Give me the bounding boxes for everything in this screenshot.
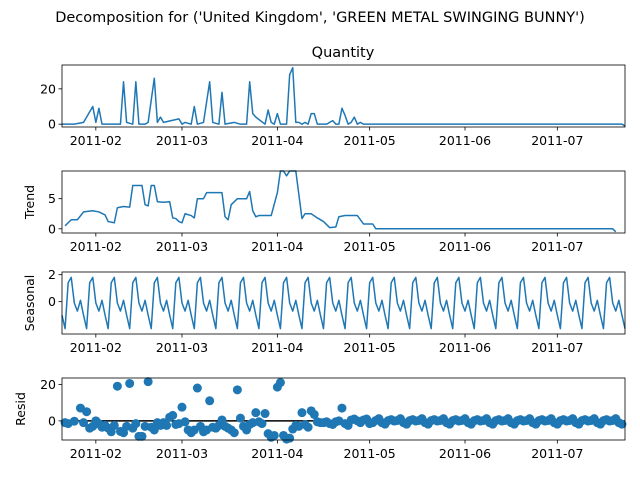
resid-point bbox=[149, 425, 159, 435]
panel-seasonal-ytick-label: 0 bbox=[48, 294, 56, 309]
panel-quantity-frame bbox=[61, 64, 626, 128]
resid-point bbox=[109, 420, 119, 430]
panel-trend-yticks: 05 bbox=[48, 191, 62, 236]
resid-point bbox=[131, 419, 141, 429]
resid-point bbox=[617, 419, 627, 429]
panel-resid-ytick-label: 20 bbox=[40, 377, 56, 392]
panel-quantity: Quantity 020 2011-02 2011-03 2011-04 2011-0… bbox=[40, 45, 626, 148]
resid-point bbox=[162, 420, 172, 430]
panel-trend-series bbox=[64, 170, 617, 233]
resid-point bbox=[168, 410, 178, 420]
panel-seasonal-xtick-label: 2011-04 bbox=[251, 340, 303, 355]
panel-resid-series bbox=[60, 377, 627, 444]
panel-trend-xtick-label: 2011-07 bbox=[531, 239, 583, 254]
resid-point bbox=[205, 396, 215, 406]
panel-seasonal-yticks: 02 bbox=[48, 267, 62, 309]
panel-resid-xtick-label: 2011-04 bbox=[251, 446, 303, 461]
panel-trend-ytick-label: 5 bbox=[48, 191, 56, 206]
panel-resid-xtick-label: 2011-07 bbox=[531, 446, 583, 461]
resid-point bbox=[257, 419, 267, 429]
panel-resid-xtick-label: 2011-02 bbox=[70, 446, 122, 461]
resid-point bbox=[260, 409, 270, 419]
panel-resid-frame bbox=[61, 377, 626, 441]
resid-point bbox=[125, 378, 135, 388]
resid-point bbox=[337, 403, 347, 413]
panel-trend-frame bbox=[61, 170, 626, 234]
panel-quantity-ytick-label: 0 bbox=[48, 117, 56, 132]
resid-point bbox=[137, 431, 147, 441]
figure-suptitle: Decomposition for ('United Kingdom', 'GR… bbox=[55, 10, 585, 26]
resid-point bbox=[232, 385, 242, 395]
panel-seasonal-xticks: 2011-02 2011-03 2011-04 2011-05 2011-06 2011-… bbox=[70, 334, 583, 355]
resid-point bbox=[82, 407, 92, 417]
resid-point bbox=[285, 433, 295, 443]
resid-point bbox=[269, 430, 279, 440]
resid-point bbox=[79, 418, 89, 428]
panel-quantity-title: Quantity bbox=[312, 45, 375, 61]
panel-seasonal: Seasonal 02 2011-02 2011-03 2011-04 2011-05… bbox=[22, 267, 626, 355]
panel-seasonal-line bbox=[61, 276, 626, 330]
panel-quantity-yticks: 0 20 bbox=[40, 81, 62, 132]
panel-seasonal-xtick-label: 2011-02 bbox=[70, 340, 122, 355]
panel-seasonal-ytick-label: 2 bbox=[48, 267, 56, 282]
panel-trend-xtick-label: 2011-02 bbox=[70, 239, 122, 254]
resid-point bbox=[275, 378, 285, 388]
panel-seasonal-xtick-label: 2011-05 bbox=[344, 340, 396, 355]
resid-point bbox=[251, 408, 261, 418]
panel-seasonal-ylabel: Seasonal bbox=[22, 275, 37, 332]
panel-trend-xtick-label: 2011-04 bbox=[251, 239, 303, 254]
resid-point bbox=[297, 408, 307, 418]
panel-quantity-xtick-label: 2011-02 bbox=[70, 133, 122, 148]
resid-point bbox=[229, 428, 239, 438]
panel-trend-xtick-label: 2011-05 bbox=[344, 239, 396, 254]
panel-quantity-xticks: 2011-02 2011-03 2011-04 2011-05 2011-06 2011-… bbox=[70, 127, 583, 148]
panel-resid-yticks: 0 20 bbox=[40, 377, 62, 428]
panel-quantity-line bbox=[62, 66, 626, 127]
resid-point bbox=[303, 422, 313, 432]
panel-quantity-xtick-label: 2011-04 bbox=[251, 133, 303, 148]
panel-trend-ylabel: Trend bbox=[22, 185, 37, 220]
panel-seasonal-xtick-label: 2011-03 bbox=[156, 340, 208, 355]
resid-point bbox=[69, 416, 79, 426]
panel-trend-line bbox=[64, 170, 617, 233]
panel-resid-ytick-label: 0 bbox=[48, 413, 56, 428]
panel-quantity-ytick-label: 20 bbox=[40, 81, 56, 96]
resid-point bbox=[112, 381, 122, 391]
panel-resid-ylabel: Resid bbox=[13, 392, 28, 426]
panel-quantity-xtick-label: 2011-05 bbox=[344, 133, 396, 148]
panel-trend-xtick-label: 2011-03 bbox=[156, 239, 208, 254]
panel-resid-xtick-label: 2011-06 bbox=[439, 446, 491, 461]
panel-resid-xtick-label: 2011-03 bbox=[156, 446, 208, 461]
panel-trend: Trend 05 2011-02 2011-03 2011-04 2011-05 201… bbox=[22, 170, 626, 254]
panel-resid: Resid 020 2011-02 2011-03 2011-04 2011-05 20… bbox=[13, 377, 627, 461]
resid-point bbox=[235, 413, 245, 423]
resid-point bbox=[180, 417, 190, 427]
panel-resid-xtick-label: 2011-05 bbox=[344, 446, 396, 461]
resid-point bbox=[192, 383, 202, 393]
panel-trend-xtick-label: 2011-06 bbox=[439, 239, 491, 254]
panel-seasonal-frame bbox=[61, 271, 626, 335]
panel-quantity-xtick-label: 2011-07 bbox=[531, 133, 583, 148]
panel-trend-ytick-label: 0 bbox=[48, 221, 56, 236]
panel-quantity-xtick-label: 2011-03 bbox=[156, 133, 208, 148]
panel-quantity-series bbox=[62, 66, 626, 127]
panel-seasonal-xtick-label: 2011-06 bbox=[439, 340, 491, 355]
panel-trend-xticks: 2011-02 2011-03 2011-04 2011-05 2011-06 2011-… bbox=[70, 233, 583, 254]
panel-quantity-xtick-label: 2011-06 bbox=[439, 133, 491, 148]
resid-point bbox=[143, 377, 153, 387]
panel-seasonal-series bbox=[61, 276, 626, 330]
resid-point bbox=[309, 409, 319, 419]
panel-resid-xticks: 2011-02 2011-03 2011-04 2011-05 2011-06 2011-… bbox=[70, 440, 583, 461]
panel-seasonal-xtick-label: 2011-07 bbox=[531, 340, 583, 355]
resid-point bbox=[177, 402, 187, 412]
